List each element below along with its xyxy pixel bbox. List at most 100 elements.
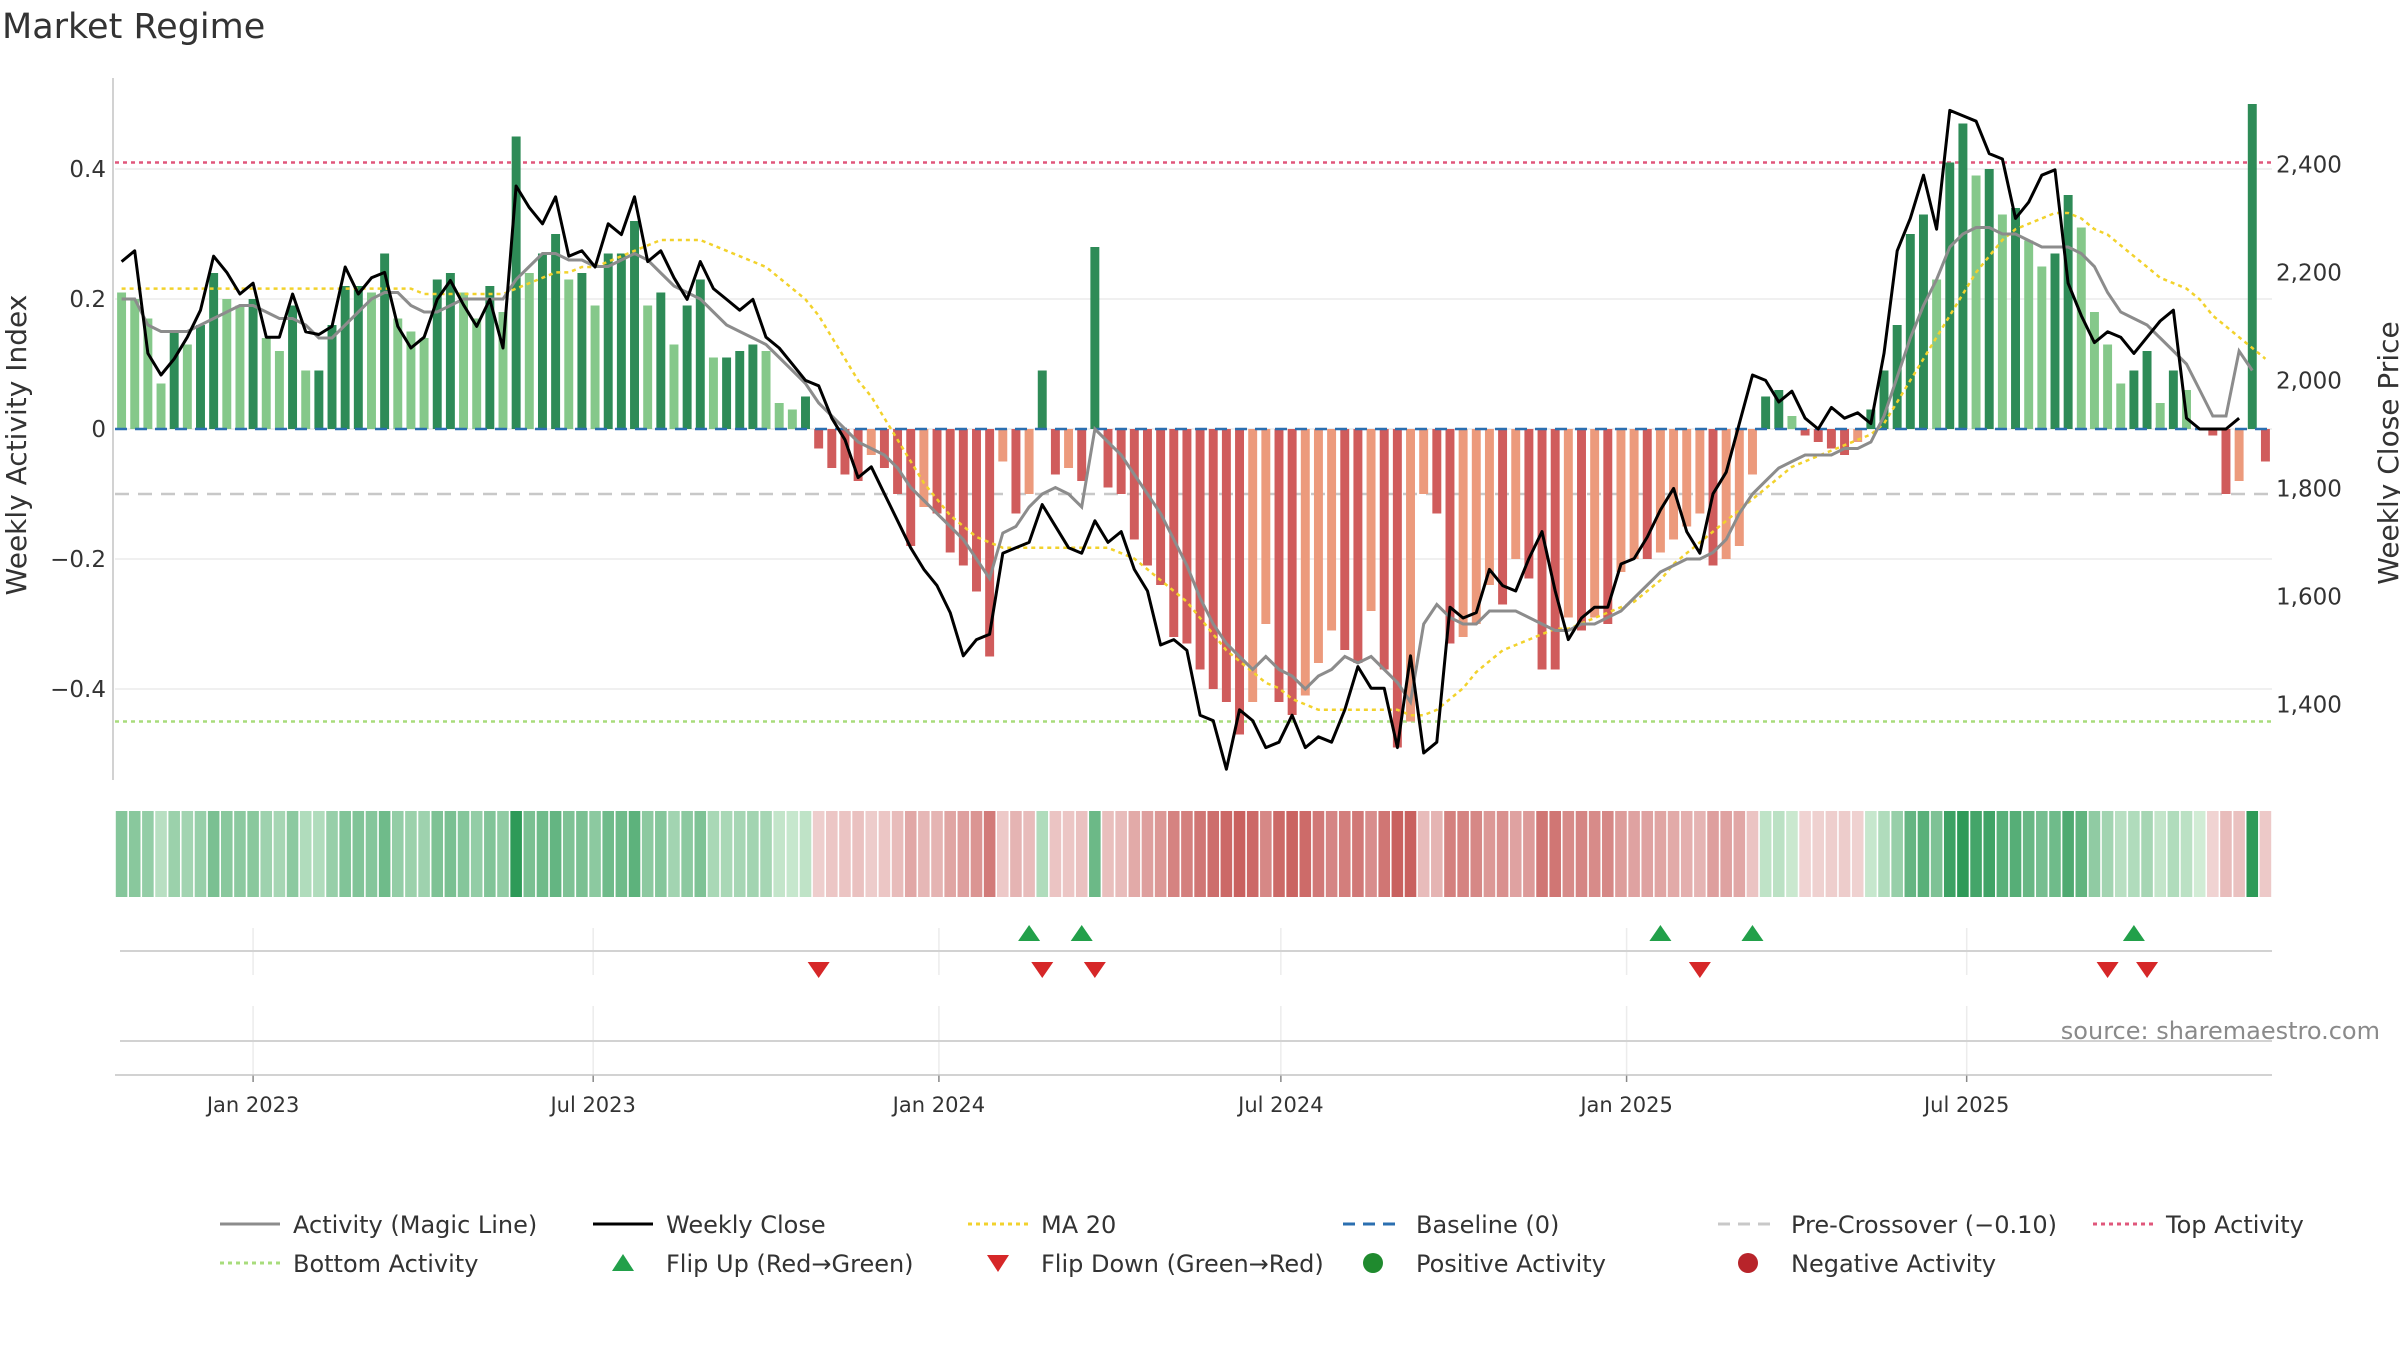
- heat-cell: [128, 811, 141, 897]
- heat-cell: [1707, 811, 1719, 897]
- activity-bar: [2155, 403, 2165, 429]
- legend: Activity (Magic Line) Weekly Close MA 20 Ba…: [220, 1211, 2304, 1278]
- heat-cell: [2220, 811, 2232, 897]
- legend-label: MA 20: [1041, 1211, 1116, 1239]
- activity-bar: [1445, 429, 1455, 644]
- activity-bar: [1537, 429, 1547, 670]
- activity-bar: [1156, 429, 1166, 585]
- heat-cell: [1023, 811, 1035, 897]
- activity-bar: [1116, 429, 1126, 494]
- heat-cell: [378, 811, 391, 897]
- heat-cell: [812, 811, 825, 897]
- activity-bar: [1406, 429, 1415, 722]
- heat-cell: [1483, 811, 1496, 897]
- activity-bar: [998, 429, 1008, 462]
- legend-item-negative: Negative Activity: [1738, 1250, 1996, 1278]
- activity-bar: [1577, 429, 1586, 631]
- activity-bar: [327, 325, 337, 429]
- activity-bar: [735, 351, 745, 429]
- heat-cell: [944, 811, 956, 897]
- y-right-tick-label: 1,600: [2276, 584, 2342, 610]
- heat-cell: [576, 811, 588, 897]
- heat-cell: [2062, 811, 2074, 897]
- activity-bar: [893, 429, 903, 494]
- heat-cell: [1470, 811, 1483, 897]
- heat-cell: [1102, 811, 1114, 897]
- heat-cell: [1154, 811, 1167, 897]
- activity-bar: [459, 292, 469, 429]
- activity-bar: [814, 429, 824, 449]
- heat-cell: [1575, 811, 1588, 897]
- activity-bar: [853, 429, 863, 481]
- activity-bar: [537, 253, 547, 429]
- activity-bar: [143, 318, 153, 429]
- activity-bar: [551, 234, 561, 429]
- heat-cell: [839, 811, 851, 897]
- heat-cell: [1075, 811, 1088, 897]
- x-axis: Jan 2023 Jul 2023 Jan 2024 Jul 2024 Jan 2025…: [115, 1074, 2272, 1117]
- activity-bar: [419, 338, 429, 429]
- activity-bar: [708, 357, 718, 429]
- activity-bar: [1748, 429, 1757, 475]
- heat-cell: [1930, 811, 1943, 897]
- activity-bar: [945, 429, 955, 553]
- activity-bar: [1129, 429, 1139, 540]
- heat-cell: [1772, 811, 1785, 897]
- heat-cell: [352, 811, 365, 897]
- activity-bar: [2116, 383, 2126, 429]
- heat-cell: [615, 811, 628, 897]
- activity-bar: [1221, 429, 1231, 702]
- heat-cell: [1417, 811, 1430, 897]
- heat-cell: [1878, 811, 1890, 897]
- activity-bar: [1077, 429, 1087, 481]
- legend-item-bottom: Bottom Activity: [220, 1250, 478, 1278]
- activity-bar: [669, 344, 679, 429]
- activity-bar: [722, 357, 732, 429]
- activity-bar: [1248, 429, 1258, 702]
- activity-bar: [2103, 344, 2113, 429]
- heat-cell: [207, 811, 220, 897]
- activity-bar: [985, 429, 995, 657]
- activity-bar: [1813, 429, 1823, 442]
- activity-bar: [1840, 429, 1850, 455]
- heat-cell: [484, 811, 496, 897]
- activity-bar: [1458, 429, 1468, 637]
- activity-bar: [117, 292, 127, 429]
- heat-cell: [681, 811, 693, 897]
- heat-cell: [760, 811, 772, 897]
- legend-item-flipdown: Flip Down (Green→Red): [987, 1250, 1324, 1278]
- activity-bar: [406, 331, 416, 429]
- heat-cell: [997, 811, 1009, 897]
- activity-bar: [196, 325, 205, 429]
- heat-cell: [1010, 811, 1022, 897]
- flip-down-marker: [1031, 962, 1054, 978]
- heat-cell: [1615, 811, 1627, 897]
- heat-cell: [444, 811, 457, 897]
- activity-bar: [1484, 429, 1494, 585]
- heat-cell: [1851, 811, 1864, 897]
- activity-bar: [485, 286, 495, 429]
- heat-cell: [1759, 811, 1772, 897]
- activity-bar: [1774, 390, 1784, 429]
- heat-cell: [1194, 811, 1206, 897]
- activity-bar: [1616, 429, 1626, 572]
- heat-cell: [326, 811, 338, 897]
- heat-cell: [221, 811, 233, 897]
- activity-bar: [1471, 429, 1481, 624]
- x-tick-label: Jul 2025: [1922, 1093, 2009, 1117]
- heat-cell: [273, 811, 286, 897]
- heat-cell: [628, 811, 641, 897]
- heat-cell: [2193, 811, 2206, 897]
- activity-bar: [511, 136, 521, 429]
- activity-bar: [1274, 429, 1284, 702]
- flip-down-marker: [1688, 962, 1711, 978]
- activity-bar: [1024, 429, 1034, 494]
- activity-bar: [1563, 429, 1573, 618]
- legend-item-ma20: MA 20: [968, 1211, 1116, 1239]
- activity-bar: [222, 299, 232, 429]
- activity-bar: [958, 429, 968, 566]
- legend-label: Weekly Close: [666, 1211, 826, 1239]
- activity-bar: [314, 370, 324, 429]
- legend-label: Flip Up (Red→Green): [666, 1250, 914, 1278]
